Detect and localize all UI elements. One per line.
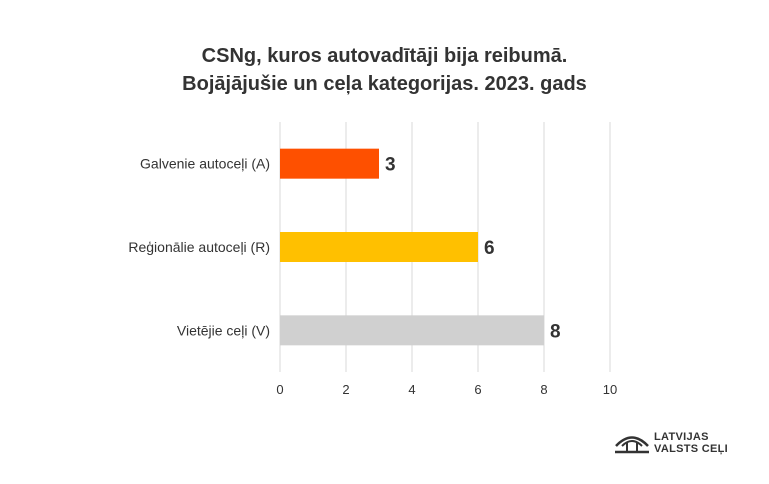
latvijas-valsts-celi-logo: LATVIJAS VALSTS CEĻI (614, 428, 744, 456)
x-tick-label: 8 (540, 382, 547, 397)
x-tick-label: 0 (276, 382, 283, 397)
category-label: Galvenie autoceļi (A) (140, 156, 270, 172)
bar (280, 148, 379, 179)
x-tick-label: 4 (408, 382, 415, 397)
category-label: Reģionālie autoceļi (R) (128, 239, 270, 255)
x-tick-label: 2 (342, 382, 349, 397)
chart-title-line1: CSNg, kuros autovadītāji bija reibumā. (201, 45, 568, 67)
chart-title: CSNg, kuros autovadītāji bija reibumā. B… (0, 42, 769, 98)
bar (280, 232, 478, 262)
category-label: Vietējie ceļi (V) (177, 322, 270, 338)
chart-title-line2: Bojājājušie un ceļa kategorijas. 2023. g… (182, 73, 587, 95)
logo-text-line1: LATVIJAS (654, 431, 709, 443)
data-label: 3 (385, 155, 396, 176)
logo-mark-icon (615, 436, 649, 454)
x-tick-label: 10 (603, 382, 617, 397)
data-label: 6 (484, 238, 495, 259)
x-tick-label: 6 (474, 382, 481, 397)
data-label: 8 (550, 321, 561, 342)
bar (280, 315, 544, 346)
logo-text-line2: VALSTS CEĻI (654, 443, 728, 455)
